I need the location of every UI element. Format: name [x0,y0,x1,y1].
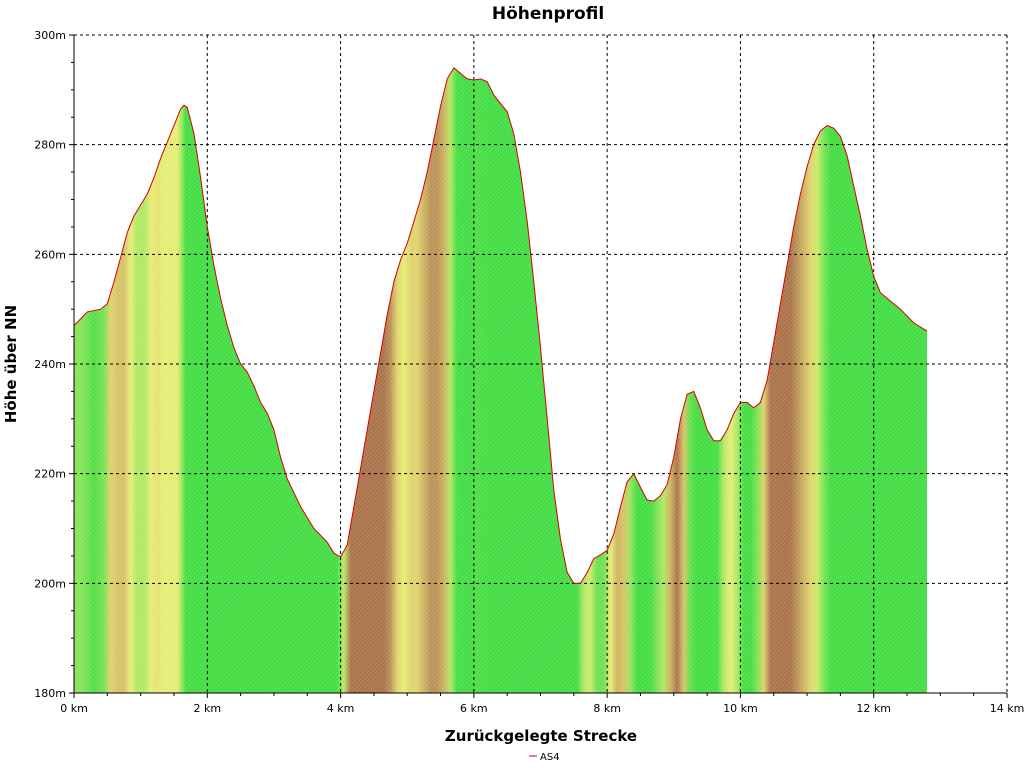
x-tick-label: 14 km [990,702,1024,715]
x-tick-label: 0 km [60,702,88,715]
legend-label: AS4 [540,752,560,763]
legend: AS4 [529,752,560,763]
y-tick-label: 300m [34,29,66,42]
chart-title: Höhenprofil [492,4,604,24]
y-tick-label: 180m [34,687,66,700]
y-tick-label: 220m [34,468,66,481]
x-tick-label: 2 km [193,702,221,715]
y-tick-label: 240m [34,358,66,371]
x-tick-label: 12 km [856,702,891,715]
grid-layer [74,34,1008,694]
series-line-as4 [73,67,928,584]
x-axis-title: Zurückgelegte Strecke [445,727,637,745]
x-tick-label: 8 km [593,702,621,715]
x-tick-label: 10 km [723,702,758,715]
y-tick-labels: 180m 200m 220m 240m 260m 280m 300m [34,29,66,700]
y-axis-title: Höhe über NN [2,305,20,423]
x-tick-labels: 0 km 2 km 4 km 6 km 8 km 10 km 12 km 14 km [60,702,1024,715]
x-tick-label: 4 km [327,702,355,715]
elevation-area-hatch [74,67,927,693]
line-layer [73,67,928,584]
y-tick-label: 200m [34,577,66,590]
y-tick-label: 260m [34,248,66,261]
y-tick-label: 280m [34,139,66,152]
x-tick-label: 6 km [460,702,488,715]
axis-layer [69,34,1008,698]
area-layer [74,67,927,693]
